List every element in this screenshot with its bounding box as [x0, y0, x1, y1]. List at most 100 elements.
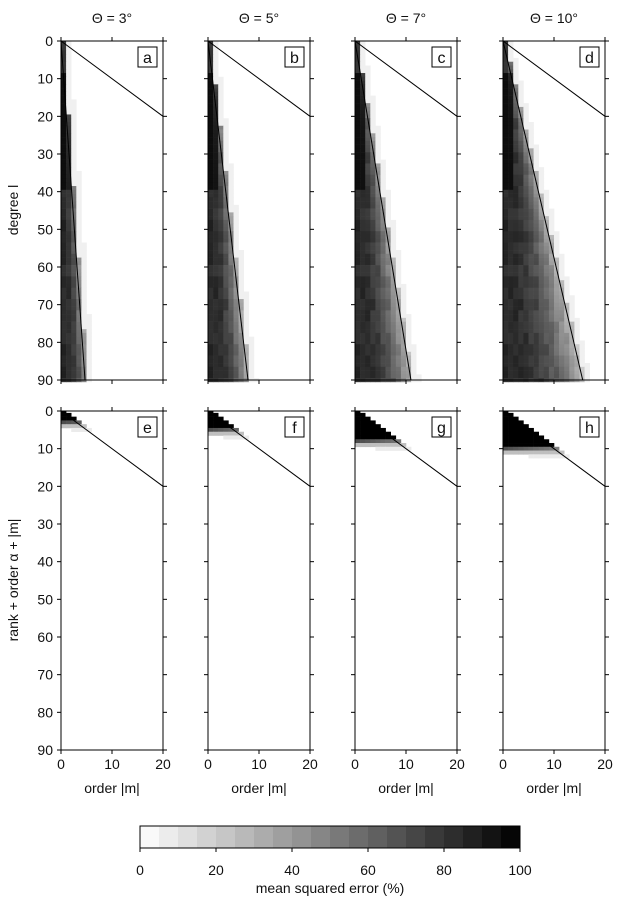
heatmap-cell	[370, 197, 376, 202]
heatmap-cell	[233, 216, 239, 221]
heatmap-cell	[66, 163, 72, 168]
heatmap-cell	[380, 427, 386, 433]
heatmap-cell	[365, 137, 371, 142]
heatmap-cell	[355, 219, 361, 224]
panel-label-box	[284, 416, 305, 438]
heatmap-cell	[355, 242, 361, 247]
heatmap-cell	[548, 450, 555, 455]
heatmap-cell	[370, 370, 376, 375]
panel-title: Θ = 10°	[530, 10, 578, 26]
heatmap-cell	[508, 50, 514, 55]
heatmap-cell	[385, 351, 391, 356]
heatmap-cell	[375, 363, 381, 368]
heatmap-cell	[503, 431, 509, 436]
heatmap-cell	[523, 242, 529, 247]
heatmap-cell	[243, 310, 250, 315]
heatmap-cell	[548, 359, 555, 364]
heatmap-cell	[375, 344, 381, 349]
heatmap-cell	[248, 340, 255, 345]
heatmap-cell	[523, 174, 529, 179]
heatmap-cell	[61, 412, 67, 417]
heatmap-cell	[233, 219, 239, 224]
heatmap-cell	[76, 302, 82, 307]
heatmap-cell	[213, 99, 219, 104]
heatmap-cell	[528, 212, 534, 217]
heatmap-cell	[218, 170, 224, 176]
heatmap-cell	[355, 212, 361, 217]
heatmap-cell	[503, 435, 509, 440]
heatmap-cell	[233, 359, 239, 364]
heatmap-cell	[375, 291, 381, 296]
heatmap-cell	[61, 204, 67, 209]
heatmap-cell	[503, 310, 509, 315]
heatmap-cell	[360, 91, 366, 96]
heatmap-cell	[503, 443, 509, 448]
heatmap-cell	[385, 219, 391, 224]
heatmap-cell	[365, 216, 371, 221]
heatmap-cell	[569, 295, 575, 300]
heatmap-cell	[538, 186, 545, 191]
heatmap-cell	[66, 204, 72, 209]
heatmap-cell	[508, 106, 514, 111]
heatmap-cell	[543, 439, 550, 444]
heatmap-cell	[365, 69, 371, 74]
heatmap-cell	[559, 302, 565, 307]
heatmap-cell	[370, 439, 376, 444]
heatmap-cell	[223, 420, 229, 425]
heatmap-cell	[538, 208, 545, 213]
heatmap-cell	[81, 253, 87, 258]
heatmap-cell	[66, 351, 72, 356]
heatmap-cell	[385, 431, 391, 436]
heatmap-cell	[66, 84, 72, 89]
heatmap-cell	[218, 178, 224, 183]
heatmap-cell	[508, 189, 514, 194]
heatmap-cell	[76, 317, 82, 322]
heatmap-cell	[360, 129, 366, 134]
heatmap-cell	[406, 370, 412, 375]
heatmap-cell	[538, 272, 545, 277]
panel-c	[351, 37, 461, 384]
heatmap-cell	[543, 295, 550, 300]
heatmap-cell	[523, 167, 529, 172]
heatmap-cell	[81, 336, 87, 341]
heatmap-cell	[370, 424, 376, 429]
heatmap-cell	[513, 99, 519, 104]
heatmap-cell	[86, 347, 92, 353]
heatmap-cell	[370, 125, 376, 130]
heatmap-cell	[61, 144, 67, 149]
heatmap-cell	[503, 144, 509, 149]
heatmap-cell	[533, 325, 539, 330]
heatmap-cell	[213, 170, 219, 176]
heatmap-cell	[360, 250, 366, 255]
heatmap-cell	[71, 204, 77, 209]
heatmap-cell	[400, 446, 407, 451]
colorbar-swatch	[444, 826, 464, 848]
heatmap-cell	[233, 347, 239, 353]
heatmap-cell	[390, 359, 397, 364]
heatmap-cell	[365, 427, 371, 433]
heatmap-cell	[233, 246, 239, 251]
heatmap-cell	[543, 283, 550, 289]
heatmap-cell	[66, 216, 72, 221]
heatmap-cell	[533, 340, 539, 345]
heatmap-cell	[385, 253, 391, 258]
heatmap-cell	[564, 317, 570, 322]
heatmap-cell	[360, 439, 366, 444]
heatmap-cell	[365, 268, 371, 273]
heatmap-cell	[508, 283, 514, 289]
heatmap-cell	[380, 325, 386, 330]
heatmap-cell	[513, 76, 519, 81]
heatmap-cell	[548, 238, 555, 243]
heatmap-cell	[355, 189, 361, 194]
heatmap-cell	[71, 133, 77, 138]
heatmap-cell	[508, 95, 514, 100]
heatmap-cell	[503, 359, 509, 364]
heatmap-cell	[528, 223, 534, 228]
heatmap-cell	[355, 125, 361, 130]
heatmap-cell	[355, 359, 361, 364]
heatmap-cell	[375, 317, 381, 322]
heatmap-cell	[548, 443, 555, 448]
heatmap-cell	[223, 201, 229, 206]
heatmap-cell	[208, 310, 214, 315]
heatmap-cell	[208, 246, 214, 251]
